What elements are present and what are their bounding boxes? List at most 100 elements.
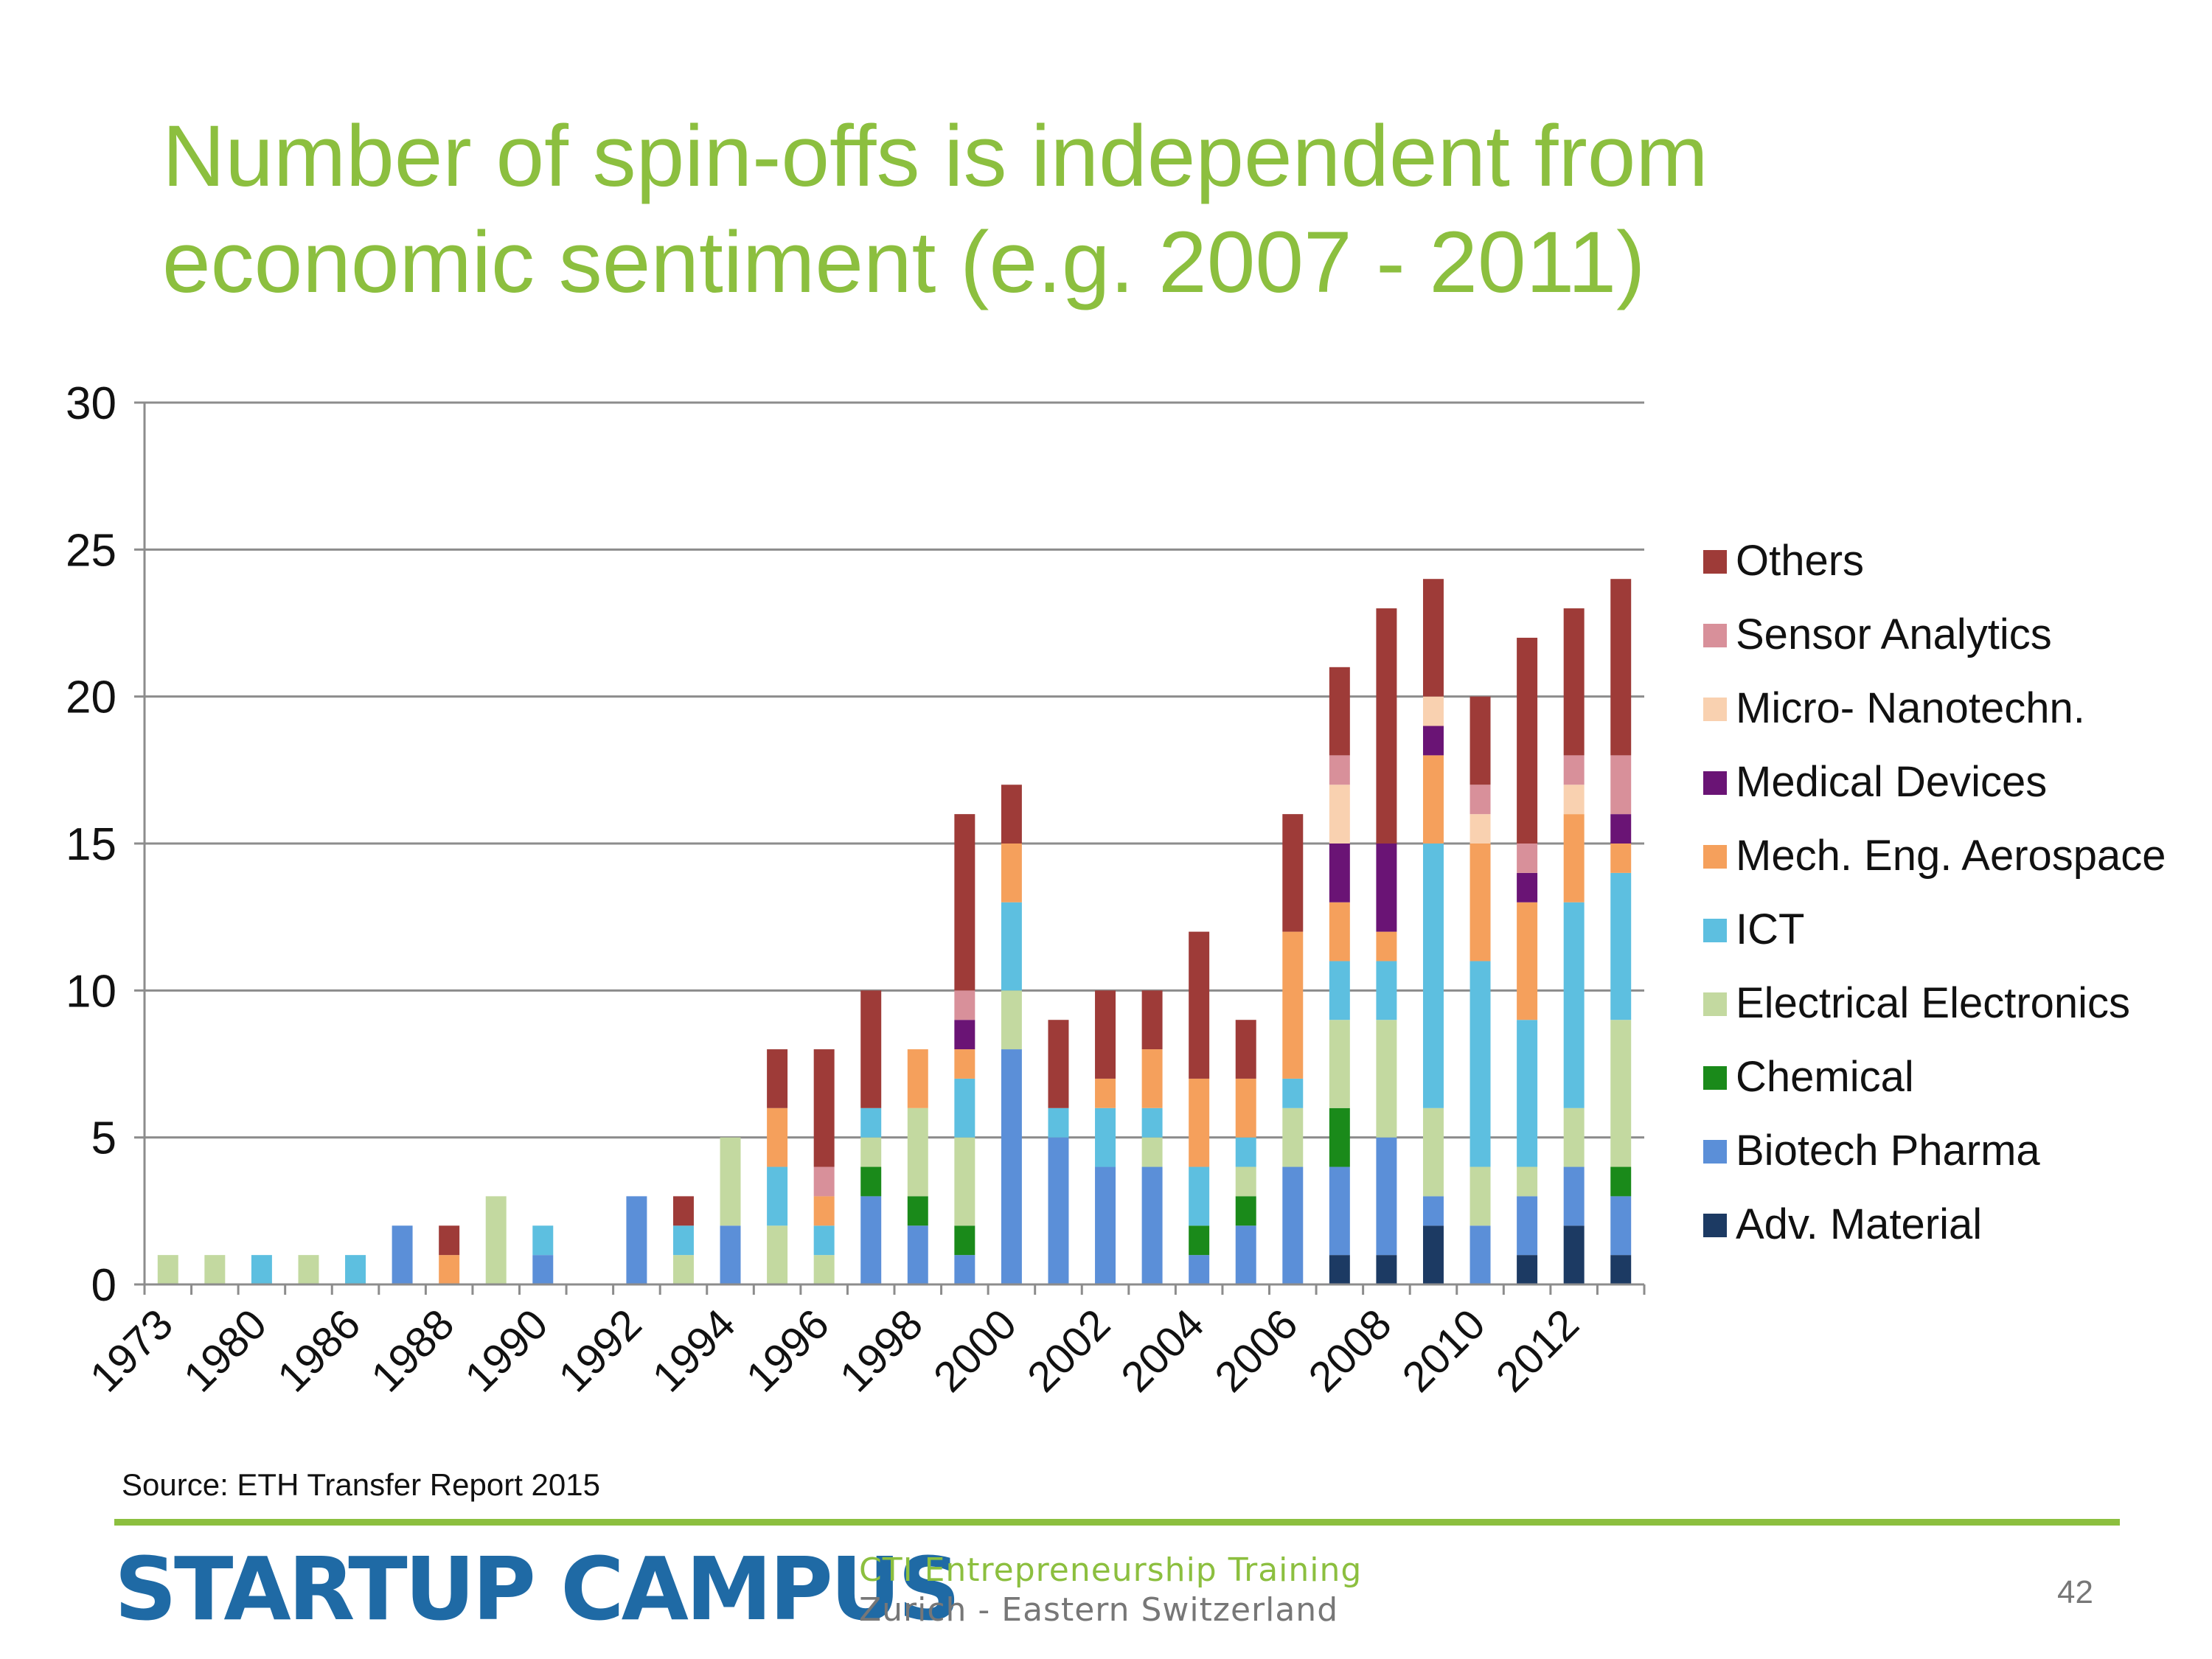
bar-segment: [1329, 844, 1350, 902]
bar-segment: [1563, 608, 1585, 756]
bar-segment: [860, 1137, 882, 1167]
bar-segment: [439, 1225, 460, 1256]
legend-swatch: [1703, 992, 1727, 1016]
y-tick-label: 30: [66, 378, 116, 429]
bar-segment: [1095, 1166, 1116, 1284]
bar-segment: [1282, 1078, 1304, 1108]
bar-segment: [1376, 1137, 1397, 1256]
x-tick-label: 1973: [81, 1300, 182, 1401]
bar-segment: [1282, 814, 1304, 932]
legend-entry: Chemical: [1736, 1053, 1914, 1101]
bar-segment: [720, 1137, 741, 1226]
bar-segment: [1517, 1020, 1538, 1167]
bars-group: [157, 579, 1632, 1284]
legend-entry: Mech. Eng. Aerospace: [1736, 832, 2166, 880]
brand-subtitle-2: Zurich - Eastern Switzerland: [859, 1591, 1339, 1629]
legend-entry: ICT: [1736, 905, 1804, 953]
x-tick-label: 1994: [644, 1300, 745, 1401]
x-tick-label: 1992: [549, 1300, 650, 1401]
bar-segment: [672, 1255, 694, 1284]
bar-segment: [1470, 1166, 1491, 1226]
bar-segment: [1517, 637, 1538, 844]
source-note: Source: ETH Transfer Report 2015: [122, 1467, 600, 1502]
bar-segment: [1189, 931, 1210, 1079]
bar-segment: [954, 1225, 975, 1256]
bar-segment: [1610, 1255, 1632, 1284]
bar-segment: [1470, 844, 1491, 961]
bar-segment: [1189, 1166, 1210, 1226]
bar-segment: [1141, 1107, 1163, 1138]
bar-segment: [1235, 1196, 1256, 1226]
bar-segment: [1563, 1107, 1585, 1167]
bar-segment: [1095, 1078, 1116, 1108]
legend-entry: Micro- Nanotechn.: [1736, 684, 2085, 732]
bar-segment: [813, 1049, 835, 1167]
legend-entry: Adv. Material: [1736, 1200, 1982, 1248]
bar-segment: [1422, 755, 1444, 844]
bar-segment: [532, 1225, 554, 1256]
bar-segment: [1329, 1107, 1350, 1167]
bar-segment: [1001, 990, 1022, 1050]
bar-segment: [1048, 1020, 1069, 1108]
bar-segment: [1610, 1020, 1632, 1167]
bar-segment: [1048, 1107, 1069, 1138]
bar-segment: [1610, 755, 1632, 815]
x-tick-label: 1996: [737, 1300, 838, 1401]
bar-segment: [860, 990, 882, 1108]
legend-entry: Others: [1736, 537, 1864, 585]
bar-segment: [1517, 902, 1538, 1020]
bar-segment: [1563, 755, 1585, 785]
bar-segment: [1282, 1107, 1304, 1167]
bar-segment: [1141, 1049, 1163, 1108]
bar-segment: [672, 1196, 694, 1226]
x-tick-label: 1990: [456, 1300, 557, 1401]
bar-segment: [1610, 1196, 1632, 1256]
bar-segment: [813, 1166, 835, 1197]
bar-segment: [1470, 814, 1491, 844]
bar-segment: [1189, 1255, 1210, 1284]
bar-segment: [672, 1225, 694, 1256]
bar-segment: [1235, 1020, 1256, 1079]
x-tick-label: 1980: [175, 1300, 276, 1401]
bar-segment: [1329, 785, 1350, 844]
y-tick-label: 5: [91, 1113, 116, 1164]
bar-segment: [813, 1196, 835, 1226]
bar-segment: [157, 1255, 178, 1284]
bar-segment: [954, 1137, 975, 1226]
bar-segment: [1422, 1196, 1444, 1226]
bar-segment: [1376, 1255, 1397, 1284]
bar-segment: [1001, 1049, 1022, 1284]
bar-segment: [1282, 931, 1304, 1079]
legend-swatch: [1703, 1066, 1727, 1090]
bar-segment: [1189, 1225, 1210, 1256]
bar-segment: [1563, 1166, 1585, 1226]
bar-segment: [1610, 872, 1632, 1020]
bar-segment: [1610, 579, 1632, 756]
bar-segment: [1001, 902, 1022, 991]
bar-segment: [954, 814, 975, 991]
bar-segment: [439, 1255, 460, 1284]
x-tick-label: 1986: [268, 1300, 369, 1401]
bar-segment: [1376, 844, 1397, 932]
bar-segment: [767, 1225, 788, 1284]
bar-segment: [251, 1255, 272, 1284]
bar-segment: [1422, 579, 1444, 697]
y-tick-labels: 0 5 10 15 20 25 30: [66, 378, 116, 1311]
bar-segment: [345, 1255, 366, 1284]
bar-segment: [1329, 961, 1350, 1020]
bar-segment: [485, 1196, 507, 1284]
bar-segment: [1470, 785, 1491, 815]
bar-segment: [1001, 785, 1022, 844]
bar-segment: [813, 1255, 835, 1284]
bar-segment: [1235, 1225, 1256, 1284]
bar-segment: [1329, 1166, 1350, 1256]
bar-segment: [1376, 931, 1397, 961]
bar-segment: [1376, 961, 1397, 1020]
bar-segment: [1517, 872, 1538, 902]
axes: [134, 401, 1646, 1295]
bar-segment: [954, 1049, 975, 1079]
bar-segment: [1048, 1137, 1069, 1284]
x-tick-label: 2006: [1206, 1300, 1307, 1401]
bar-segment: [1001, 844, 1022, 902]
legend: Others Sensor Analytics Micro- Nanotechn. M…: [1703, 537, 2166, 1248]
